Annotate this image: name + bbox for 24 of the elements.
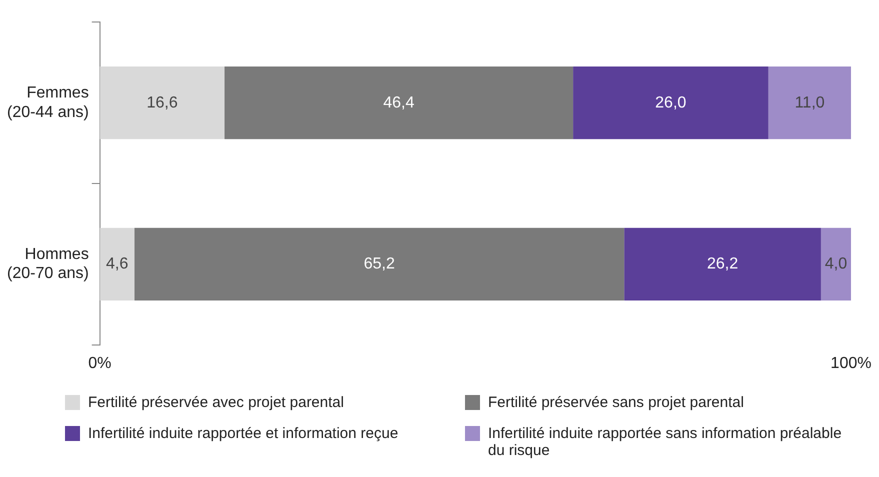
legend-label: Infertilité induite rapportée sans information préalable du risque <box>488 425 843 459</box>
data-label: 46,4 <box>383 94 414 112</box>
bar <box>768 66 851 140</box>
data-label: 4,0 <box>824 256 848 273</box>
x-tick-label: 0% <box>88 354 112 372</box>
x-tick-label: 100% <box>830 354 872 372</box>
bar <box>820 228 851 300</box>
data-label: 4,6 <box>106 256 128 273</box>
bar <box>100 228 134 300</box>
y-tick-label: Femmes (20-44 ans) <box>6 84 89 121</box>
bar <box>624 228 821 300</box>
data-label: 26,0 <box>655 94 686 112</box>
bar <box>573 66 768 140</box>
data-label: 11,0 <box>794 94 825 112</box>
bar <box>134 228 624 300</box>
data-label: 26,2 <box>706 256 738 273</box>
data-label: 65,2 <box>364 256 395 273</box>
y-tick-label: Hommes (20-70 ans) <box>6 246 89 282</box>
data-label: 16,6 <box>146 94 178 112</box>
legend-label: Infertilité induite rapportée et information reçue <box>88 425 398 442</box>
bar <box>100 66 225 140</box>
legend-label: Fertilité préservée avec projet parental <box>88 394 344 411</box>
bar <box>224 66 574 140</box>
legend-label: Fertilité préservée sans projet parental <box>488 394 744 411</box>
